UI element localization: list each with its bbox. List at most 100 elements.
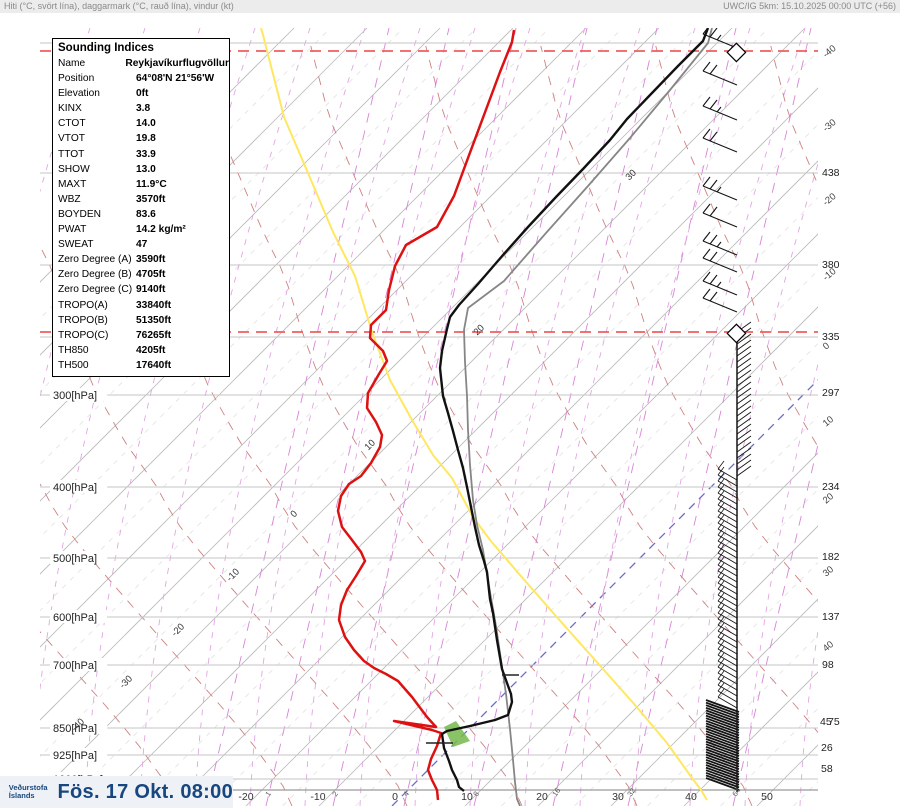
flight-level-label: 234 [822, 481, 840, 493]
moist-adiabat-line [139, 28, 311, 806]
header-bar: Hiti (°C, svört lína), daggarmark (°C, r… [0, 0, 900, 13]
index-value: 51350ft [136, 314, 172, 326]
index-row: KINX 3.8 [53, 101, 229, 116]
mixing-ratio-line [732, 442, 818, 806]
index-value: 4705ft [136, 269, 166, 281]
isotherm-edge-label: 40 [821, 639, 836, 654]
index-row: WBZ 3570ft [53, 192, 229, 207]
moist-adiabat-line [414, 28, 586, 806]
mixing-ratio-line [627, 28, 812, 806]
isotherm-mid-line [63, 50, 818, 806]
flight-level-label: 438 [822, 167, 840, 179]
index-value: 14.0 [136, 118, 156, 130]
index-value: 76265ft [136, 329, 172, 341]
index-label: CTOT [58, 118, 86, 130]
temp-axis-label: 10 [461, 791, 473, 803]
logo-line1: Veðurstofa [8, 783, 48, 792]
vedurstofa-logo-icon [6, 791, 7, 793]
mixing-ratio-label: 1 [263, 790, 273, 799]
dry-adiabat-line [425, 45, 818, 734]
flight-level-label: 98 [822, 659, 834, 671]
index-row: TH850 4205ft [53, 343, 229, 358]
flight-level-label: 45 [820, 716, 832, 728]
isotherm-edge-label: -20 [821, 191, 839, 208]
moist-adiabat-line [634, 28, 806, 806]
mixing-ratio-line [473, 28, 658, 806]
dry-adiabat-line [40, 244, 408, 806]
flight-level-label: 75 [828, 716, 840, 728]
index-value: 14.2 kg/m² [136, 224, 186, 236]
temperature-curve [438, 28, 710, 792]
index-row: Zero Degree (A) 3590ft [53, 252, 229, 267]
index-label: BOYDEN [58, 208, 102, 220]
moist-adiabat-line [40, 28, 91, 193]
isotherm-edge-label: 20 [821, 491, 836, 506]
tropopause-diamond-icon [726, 323, 747, 344]
valid-time-box: Veðurstofa Íslands Fös. 17 Okt. 08:00 [0, 776, 233, 808]
temp-axis-label: 40 [685, 791, 697, 803]
temp-axis-label: 0 [392, 791, 398, 803]
index-label: Elevation [58, 88, 100, 100]
wind-barb [702, 248, 738, 273]
index-row: VTOT 19.8 [53, 131, 229, 146]
index-value: 3590ft [136, 254, 166, 266]
index-label: TH850 [58, 344, 89, 356]
dry-adiabat-line [886, 46, 900, 806]
isotherm-line [40, 28, 733, 721]
index-label: SWEAT [58, 239, 94, 251]
adiabat-label: -30 [117, 673, 134, 690]
index-label: KINX [58, 103, 82, 115]
isotherm-line [683, 671, 818, 806]
legend-text: Hiti (°C, svört lína), daggarmark (°C, r… [4, 1, 234, 11]
index-row: MAXT 11.9°C [53, 177, 229, 192]
isotherm-mid-line [40, 28, 769, 758]
plot-area [40, 28, 900, 806]
index-label: TROPO(A) [58, 299, 108, 311]
flight-level-label: 297 [822, 387, 840, 399]
index-label: TROPO(C) [58, 329, 109, 341]
index-value: 64°08'N 21°56'W [136, 73, 215, 85]
isotherm-line [830, 28, 900, 806]
isotherm-mid-line [209, 196, 818, 806]
temp-axis-label: -20 [238, 791, 253, 803]
isotherm-mid-line [136, 123, 818, 806]
temp-axis-label: 30 [612, 791, 624, 803]
dry-adiabat-line [40, 483, 293, 806]
isotherm-line [172, 160, 818, 806]
cape-area [444, 721, 470, 747]
zero-isotherm-line [391, 379, 818, 806]
isotherm-mid-line [501, 488, 818, 806]
isotherm-mid-line [40, 28, 550, 539]
isotherm-edge-label: 30 [821, 564, 836, 579]
index-value: 11.9°C [136, 178, 167, 190]
index-row: Zero Degree (B) 4705ft [53, 267, 229, 282]
wind-barb [702, 28, 738, 49]
moist-adiabat-line [689, 162, 818, 806]
isotherm-line [40, 28, 514, 502]
index-value: 47 [136, 239, 148, 251]
pressure-label-bg [50, 721, 108, 734]
index-label: Zero Degree (A) [58, 254, 132, 266]
pressure-axis-label: 925[hPa] [53, 750, 97, 762]
pressure-label-bg [50, 388, 108, 401]
mixing-ratio-line [552, 28, 737, 806]
moist-adiabat-line [579, 28, 751, 806]
index-row: TROPO(A) 33840ft [53, 298, 229, 313]
isotherm-line [40, 28, 806, 794]
isotherm-line [537, 525, 818, 806]
index-label: TROPO(B) [58, 314, 108, 326]
index-value: 33.9 [136, 148, 156, 160]
index-row: SHOW 13.0 [53, 162, 229, 177]
isotherm-line [40, 28, 660, 648]
index-row: PWAT 14.2 kg/m² [53, 222, 229, 237]
index-label: PWAT [58, 224, 87, 236]
index-row: Elevation 0ft [53, 86, 229, 101]
flight-level-label: 137 [822, 611, 840, 623]
vedurstofa-logo-text: Veðurstofa Íslands [9, 784, 48, 800]
mixing-ratio-label: 64 [730, 786, 742, 798]
isotherm-line [40, 28, 368, 356]
dry-adiabat-line [40, 631, 178, 806]
index-row: SWEAT 47 [53, 237, 229, 252]
